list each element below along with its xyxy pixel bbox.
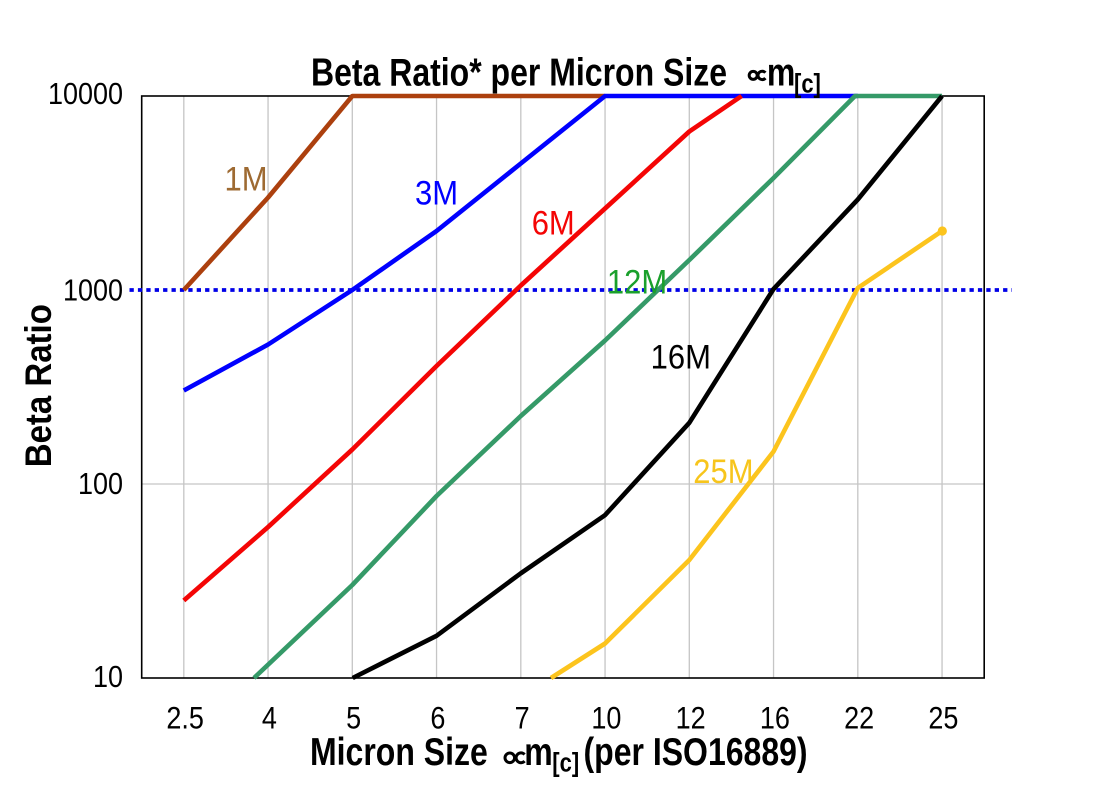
svg-text:5: 5 [346,702,361,736]
svg-text:6: 6 [430,702,445,736]
svg-text:7: 7 [515,702,530,736]
svg-text:25M: 25M [693,451,753,490]
svg-text:12: 12 [676,702,706,736]
svg-text:10000: 10000 [48,77,123,111]
svg-text:[c]: [c] [794,70,821,100]
svg-text:16M: 16M [651,337,711,376]
svg-text:m: m [524,730,552,774]
svg-text:10: 10 [93,661,123,695]
svg-text:12M: 12M [607,262,667,301]
svg-text:6M: 6M [532,203,575,242]
svg-text:4: 4 [262,702,277,736]
svg-text:10: 10 [591,702,621,736]
svg-text:Beta Ratio* per Micron Size: Beta Ratio* per Micron Size [311,51,727,95]
svg-text:Beta Ratio: Beta Ratio [18,304,59,467]
svg-text:100: 100 [78,468,123,502]
svg-text:25: 25 [928,702,958,736]
svg-text:16: 16 [760,702,790,736]
svg-text:m: m [767,51,795,95]
svg-text:22: 22 [844,702,874,736]
svg-text:2.5: 2.5 [166,702,204,736]
svg-text:1M: 1M [225,159,268,198]
svg-text:1000: 1000 [63,274,123,308]
svg-text:[c]: [c] [552,749,579,779]
svg-text:3M: 3M [415,173,458,212]
svg-text:Micron Size: Micron Size [310,730,488,774]
svg-text:(per ISO16889): (per ISO16889) [584,730,808,774]
